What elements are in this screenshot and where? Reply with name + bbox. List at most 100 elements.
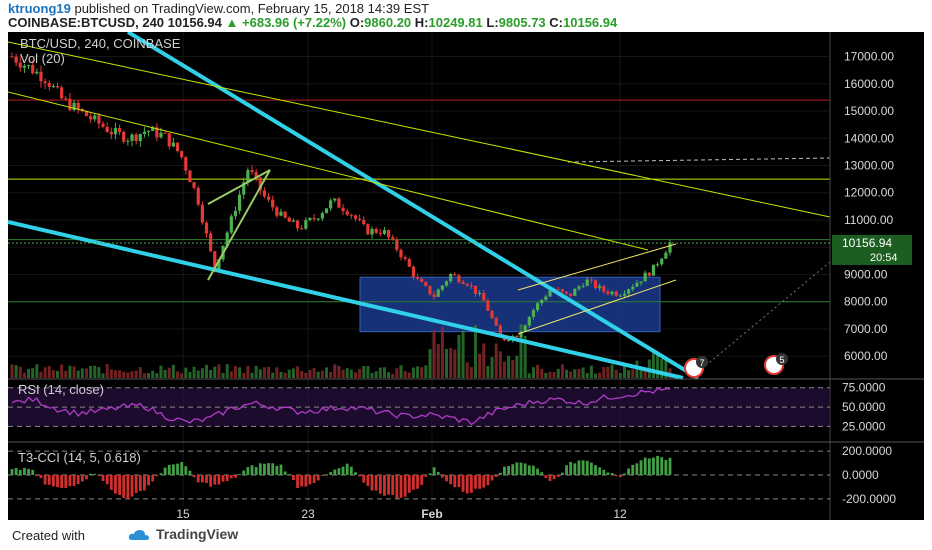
volume-bar	[656, 352, 660, 378]
cci-bar	[403, 475, 407, 497]
rsi-tick-label: 25.0000	[842, 419, 886, 433]
volume-bar	[362, 365, 366, 378]
volume-bar	[84, 368, 88, 378]
volume-bar	[602, 367, 606, 378]
cci-bar	[76, 475, 80, 485]
volume-bar	[573, 369, 577, 378]
candle-body	[490, 310, 494, 319]
cci-bar	[31, 469, 35, 475]
yellow-trend-line	[7, 91, 649, 251]
volume-bar	[283, 372, 287, 378]
volume-bar	[643, 369, 647, 378]
volume-bar	[523, 336, 527, 378]
volume-bar	[531, 367, 535, 378]
volume-bar	[494, 343, 498, 378]
created-with-text: Created with	[12, 528, 85, 543]
cci-bar	[647, 458, 651, 475]
candle-body	[651, 264, 656, 276]
volume-bar	[258, 369, 262, 378]
candle-body	[573, 288, 577, 296]
candle-body	[370, 228, 374, 235]
channel-line	[517, 243, 677, 291]
chart-svg[interactable]: 7 5 17000.00 16000.00 15000.00 14000.00 13000…	[7, 30, 924, 521]
candle-body	[60, 87, 64, 99]
price-tick-label: 15000.00	[844, 104, 894, 118]
volume-bar	[64, 370, 68, 378]
volume-bar	[31, 368, 35, 378]
candle-body	[631, 286, 635, 290]
cci-bar	[511, 464, 515, 475]
cci-bar	[631, 464, 635, 475]
yellow-trend-line	[7, 41, 831, 218]
cci-bar	[420, 475, 424, 485]
candle-body	[250, 170, 254, 173]
volume-bar	[188, 372, 192, 378]
range-rectangle	[359, 276, 661, 333]
cci-bar	[292, 475, 295, 481]
cci-bar	[316, 475, 320, 481]
candle-body	[482, 293, 486, 301]
candle-body	[279, 211, 283, 216]
candle-body	[200, 204, 204, 223]
volume-bar	[68, 365, 72, 378]
chart-area[interactable]: 7 5 17000.00 16000.00 15000.00 14000.00 13000…	[7, 30, 924, 521]
volume-bar	[233, 366, 237, 378]
rsi-tick-label: 75.0000	[842, 381, 886, 395]
volume-bar	[618, 372, 622, 378]
candle-body	[391, 237, 395, 240]
cci-bar	[490, 475, 494, 481]
candle-body	[295, 220, 300, 229]
candle-body	[35, 71, 39, 74]
cci-bar	[14, 467, 18, 475]
cci-bar	[428, 473, 432, 475]
candle-body	[614, 291, 618, 296]
candle-body	[163, 132, 167, 134]
volume-bar	[14, 365, 18, 378]
volume-bar	[76, 370, 80, 378]
volume-bar	[60, 364, 64, 378]
cci-bar	[445, 475, 448, 482]
candle-body	[585, 279, 589, 286]
volume-bar	[378, 367, 382, 378]
volume-bar	[366, 366, 370, 378]
cci-bar	[507, 466, 511, 475]
volume-bar	[27, 368, 31, 378]
candle-body	[424, 281, 428, 286]
volume-bar	[589, 365, 593, 378]
volume-bar	[457, 334, 461, 378]
cci-bar	[399, 475, 403, 498]
volume-bar	[184, 367, 188, 378]
rsi-tick-label: 50.0000	[842, 400, 886, 414]
volume-bar	[142, 373, 146, 378]
author-name[interactable]: ktruong19	[8, 1, 71, 16]
volume-bar	[631, 369, 635, 378]
candle-body	[329, 200, 333, 209]
volume-bar	[610, 364, 614, 378]
volume-bar	[440, 326, 444, 378]
cci-bar	[60, 475, 64, 489]
volume-bar	[312, 368, 316, 378]
candle-body	[589, 279, 593, 281]
volume-bar	[556, 368, 560, 378]
volume-bar	[316, 371, 320, 378]
cci-bar	[258, 463, 262, 475]
cci-bar	[412, 475, 415, 490]
candle-body	[382, 230, 387, 234]
candle-body	[358, 218, 362, 220]
candle-body	[180, 151, 184, 158]
volume-bar	[296, 366, 300, 378]
volume-bar	[118, 370, 122, 378]
volume-bar	[51, 370, 55, 378]
cci-bar	[167, 464, 171, 475]
volume-bar	[614, 369, 618, 378]
candle-body	[300, 228, 304, 230]
candle-body	[515, 335, 519, 338]
publish-line: ktruong19 published on TradingView.com, …	[8, 1, 429, 16]
candle-body	[159, 132, 163, 138]
news-count-text: 5	[779, 355, 784, 365]
volume-bar	[167, 367, 171, 378]
cci-bar	[639, 460, 643, 475]
tradingview-logo[interactable]: TradingView	[128, 526, 238, 542]
candle-body	[31, 65, 35, 74]
price-tick-label: 14000.00	[844, 131, 894, 145]
